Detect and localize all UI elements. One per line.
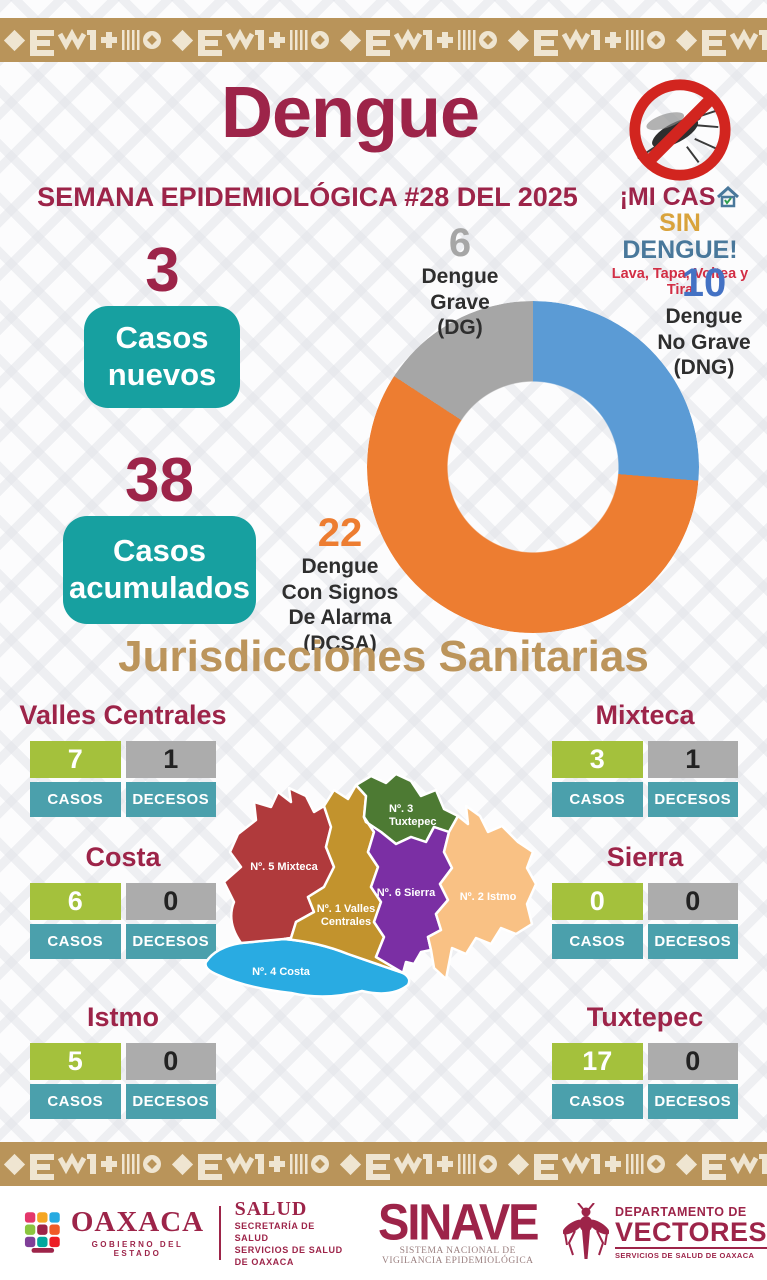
- casos-value: 0: [552, 883, 643, 920]
- jurisdiction-name: Sierra: [606, 842, 684, 872]
- map-label-tuxtepec-2: Tuxtepec: [389, 816, 436, 828]
- decesos-value: 0: [647, 883, 738, 920]
- cumulative-cases-value: 38: [125, 446, 194, 515]
- footer-divider: [219, 1206, 221, 1260]
- jurisdiction-table: 3 1 CASOS DECESOS: [552, 741, 738, 817]
- new-cases-value: 3: [145, 236, 180, 305]
- oaxaca-emblem-icon: [24, 1212, 60, 1253]
- map-label-sierra: Nº. 6 Sierra: [377, 887, 436, 899]
- casos-label: CASOS: [552, 924, 643, 959]
- jurisdiction-name: Tuxtepec: [586, 1002, 704, 1032]
- salud-line1: SECRETARÍA DE SALUD: [234, 1220, 315, 1243]
- jurisdiction-name: Costa: [85, 842, 161, 872]
- dcsa-text: Dengue Con Signos De Alarma (DCSA): [281, 555, 399, 655]
- sinave-caption: SISTEMA NACIONAL DE VIGILANCIA EPIDEMIOL…: [381, 1246, 534, 1267]
- card-sierra: Sierra 0 0 CASOS DECESOS: [534, 842, 756, 959]
- jurisdiction-name: Istmo: [86, 1002, 159, 1032]
- sinave-logo: SINAVE SISTEMA NACIONAL DE VIGILANCIA EP…: [371, 1192, 545, 1267]
- card-tuxtepec: Tuxtepec 17 0 CASOS DECESOS: [534, 1002, 756, 1119]
- jurisdicciones-heading: Jurisdicciones Sanitarias: [118, 632, 649, 681]
- cumulative-cases-box: Casos acumulados: [63, 516, 256, 624]
- decesos-label: DECESOS: [125, 782, 216, 817]
- card-costa: Costa 6 0 CASOS DECESOS: [12, 842, 234, 959]
- vectores-line1: DEPARTAMENTO DE: [614, 1204, 747, 1219]
- casos-label: CASOS: [552, 1084, 643, 1119]
- oaxaca-wordmark: OAXACA: [70, 1206, 205, 1238]
- map-label-costa: Nº. 4 Costa: [252, 966, 311, 978]
- campaign-dengue-text: DENGUE!: [622, 235, 738, 264]
- campaign-line1: ¡MI CAS: [600, 184, 760, 210]
- campaign-logo: ¡MI CAS SIN DENGUE! Lava, Tapa, Voltea y…: [600, 76, 760, 298]
- decesos-value: 1: [647, 741, 738, 778]
- decesos-value: 0: [125, 1043, 216, 1080]
- jurisdiction-table: 0 0 CASOS DECESOS: [552, 883, 738, 959]
- jurisdiction-table: 7 1 CASOS DECESOS: [30, 741, 216, 817]
- casos-value: 3: [552, 741, 643, 778]
- casos-label: CASOS: [552, 782, 643, 817]
- sinave-wordmark: SINAVE: [378, 1192, 540, 1250]
- new-cases-box: Casos nuevos: [84, 306, 240, 408]
- casos-label: CASOS: [30, 924, 121, 959]
- decesos-label: DECESOS: [125, 1084, 216, 1119]
- decesos-label: DECESOS: [647, 782, 738, 817]
- casos-value: 7: [30, 741, 121, 778]
- dg-text: Dengue Grave (DG): [421, 265, 499, 340]
- donut-label-dcsa: 22 Dengue Con Signos De Alarma (DCSA): [268, 512, 412, 656]
- page-subtitle: SEMANA EPIDEMIOLÓGICA #28 DEL 2025: [37, 182, 578, 212]
- campaign-line2: SIN DENGUE!: [600, 210, 760, 263]
- campaign-slogan: Lava, Tapa, Voltea y Tira: [611, 265, 749, 298]
- oaxaca-subtitle: GOBIERNO DEL ESTADO: [91, 1240, 184, 1258]
- decesos-value: 0: [647, 1043, 738, 1080]
- campaign-micasa-text: ¡MI CAS: [619, 183, 716, 211]
- card-mixteca: Mixteca 3 1 CASOS DECESOS: [534, 700, 756, 817]
- page-title: Dengue: [220, 73, 480, 153]
- mosquito-icon: [562, 1203, 609, 1259]
- no-mosquito-icon: [629, 79, 731, 181]
- campaign-sin-text: SIN: [659, 209, 701, 238]
- jurisdiction-name: Mixteca: [595, 700, 695, 730]
- casos-value: 6: [30, 883, 121, 920]
- map-label-tuxtepec-1: Nº. 3: [389, 803, 413, 815]
- decesos-label: DECESOS: [647, 1084, 738, 1119]
- decesos-value: 0: [125, 883, 216, 920]
- decorative-border-top: [0, 18, 767, 62]
- map-label-valles-2: Centrales: [321, 916, 371, 928]
- oaxaca-regions-map: Nº. 5 Mixteca Nº. 3 Tuxtepec Nº. 1 Valle…: [204, 772, 538, 998]
- salud-wordmark: SALUD: [234, 1197, 308, 1220]
- card-istmo: Istmo 5 0 CASOS DECESOS: [12, 1002, 234, 1119]
- vectores-logo: DEPARTAMENTO DE VECTORES SERVICIOS DE SA…: [562, 1203, 767, 1263]
- vectores-wordmark: VECTORES: [614, 1217, 767, 1248]
- map-label-valles-1: Nº. 1 Valles: [317, 903, 375, 915]
- dg-value: 6: [448, 221, 472, 265]
- decesos-value: 1: [125, 741, 216, 778]
- casos-value: 5: [30, 1043, 121, 1080]
- casos-value: 17: [552, 1043, 643, 1080]
- vectores-rule: [614, 1247, 767, 1250]
- dng-value: 10: [681, 261, 727, 305]
- dengue-donut-chart: [367, 301, 699, 633]
- casos-label: CASOS: [30, 1084, 121, 1119]
- casos-label: CASOS: [30, 782, 121, 817]
- map-label-istmo: Nº. 2 Istmo: [460, 891, 517, 903]
- decesos-label: DECESOS: [125, 924, 216, 959]
- donut-label-dng: 10 Dengue No Grave (DNG): [638, 262, 767, 381]
- oaxaca-gov-logo: OAXACA GOBIERNO DEL ESTADO: [24, 1208, 205, 1258]
- jurisdiction-table: 17 0 CASOS DECESOS: [552, 1043, 738, 1119]
- salud-line2: SERVICIOS DE SALUD DE OAXACA: [234, 1245, 343, 1268]
- decesos-label: DECESOS: [647, 924, 738, 959]
- dcsa-value: 22: [317, 511, 363, 555]
- jurisdiction-table: 5 0 CASOS DECESOS: [30, 1043, 216, 1119]
- jurisdiction-table: 6 0 CASOS DECESOS: [30, 883, 216, 959]
- salud-logo: SALUD SECRETARÍA DE SALUD SERVICIOS DE S…: [235, 1198, 345, 1269]
- jurisdiction-name: Valles Centrales: [19, 700, 227, 730]
- footer: OAXACA GOBIERNO DEL ESTADO SALUD SECRETA…: [0, 1186, 767, 1280]
- decorative-border-bottom: [0, 1142, 767, 1186]
- map-label-mixteca: Nº. 5 Mixteca: [250, 861, 318, 873]
- donut-label-dg: 6 Dengue Grave (DG): [393, 222, 527, 341]
- house-icon: [717, 186, 740, 208]
- dng-text: Dengue No Grave (DNG): [657, 305, 751, 380]
- vectores-caption: SERVICIOS DE SALUD DE OAXACA: [614, 1251, 755, 1261]
- card-valles-centrales: Valles Centrales 7 1 CASOS DECESOS: [12, 700, 234, 817]
